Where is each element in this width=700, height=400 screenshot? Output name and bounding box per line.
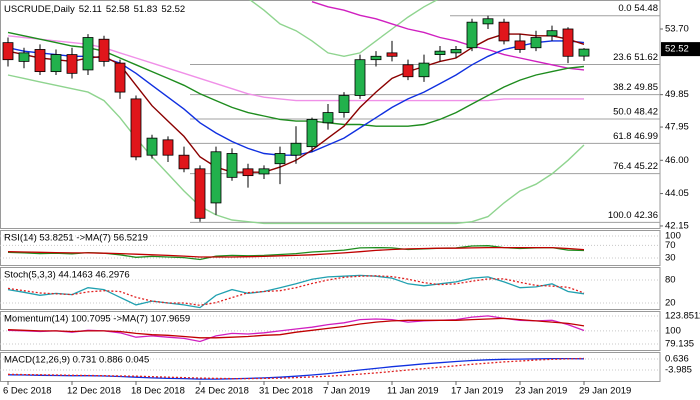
candle-body (482, 18, 494, 25)
x-tick-label: 18 Dec 2018 (131, 386, 185, 397)
indicator-label: RSI(14) 53.8251 ->MA(7) 56.5219 (4, 233, 148, 244)
indicator-line (7, 274, 585, 309)
candle-body (498, 21, 510, 42)
candle-body (402, 64, 414, 78)
candle-body (466, 21, 478, 49)
indicator-tick-label: -3.985 (665, 365, 692, 376)
candle-body (338, 95, 350, 113)
candle-body (82, 37, 94, 71)
indicator-panel-frame (0, 267, 661, 310)
x-tick-label: 29 Jan 2019 (579, 386, 631, 397)
x-tick-label: 11 Jan 2019 (387, 386, 439, 397)
candle-body (434, 50, 446, 55)
main-panel-frame (0, 0, 661, 229)
y-tick-label: 44.05 (665, 188, 689, 199)
indicator-line (7, 74, 585, 225)
last-low: 51.83 (134, 4, 158, 15)
indicator-tick-label: 79.135 (665, 338, 694, 349)
candle-body (242, 168, 254, 177)
candle-body (66, 54, 78, 74)
candle-body (194, 168, 206, 219)
x-tick-label: 23 Jan 2019 (515, 386, 567, 397)
candle-body (514, 40, 526, 50)
fib-level-label: 76.4 45.22 (613, 161, 658, 172)
x-tick-label: 6 Dec 2018 (3, 386, 52, 397)
candle-body (578, 48, 590, 57)
indicator-label: Stoch(5,3,3) 44.1463 46.2976 (4, 270, 130, 281)
candle-body (210, 151, 222, 204)
candle-body (34, 49, 46, 73)
indicator-line (7, 275, 585, 306)
y-tick-label: 53.70 (665, 24, 689, 35)
indicator-line (311, 1, 585, 71)
y-tick-label: 42.15 (665, 220, 689, 231)
candle-body (354, 59, 366, 96)
last-open: 52.11 (79, 4, 102, 15)
candle-body (546, 30, 558, 37)
candle-body (386, 52, 398, 57)
indicator-label: Momentum(14) 100.7095 ->MA(7) 107.9659 (4, 314, 190, 325)
chart-title: USCRUDE,Daily 52.11 52.58 51.83 52.52 (4, 4, 185, 15)
indicator-line (7, 246, 585, 258)
candle-body (322, 112, 334, 124)
indicator-tick-label: 0.636 (665, 354, 689, 365)
candle-body (114, 62, 126, 93)
candle-body (18, 52, 30, 62)
last-close: 52.52 (161, 4, 185, 15)
candle-body (306, 118, 318, 148)
indicator-line (7, 317, 585, 339)
indicator-label: MACD(12,26,9) 0.731 0.886 0.045 (4, 355, 149, 366)
x-tick-label: 17 Jan 2019 (451, 386, 503, 397)
fib-level-label: 100.0 42.36 (608, 210, 658, 221)
y-tick-label: 49.85 (665, 89, 689, 100)
candle-body (2, 42, 14, 61)
fib-level-label: 0.0 54.48 (618, 3, 658, 14)
candle-body (130, 98, 142, 158)
candle-body (226, 153, 238, 178)
indicator-tick-label: 100 (665, 230, 681, 241)
fib-level-label: 38.2 49.85 (613, 82, 658, 93)
indicator-tick-label: 20 (665, 298, 676, 309)
chart-title-name: USCRUDE,Daily (4, 4, 75, 15)
y-tick-label: 46.00 (665, 155, 689, 166)
main-plot (2, 0, 660, 225)
candle-body (178, 154, 190, 170)
indicator-tick-label: 30 (665, 252, 676, 263)
candle-body (370, 55, 382, 61)
candle-body (450, 49, 462, 54)
indicator-panel-frame (0, 230, 661, 266)
x-tick-label: 31 Dec 2018 (259, 386, 313, 397)
fib-level-label: 61.8 46.99 (613, 131, 658, 142)
last-price-label: 52.52 (665, 44, 689, 55)
x-tick-label: 7 Jan 2019 (323, 386, 370, 397)
candle-body (290, 142, 302, 156)
indicator-line (249, 0, 439, 58)
indicator-tick-label: 80 (665, 275, 676, 286)
candle-body (162, 139, 174, 156)
candle-body (98, 38, 110, 62)
indicator-line (7, 357, 585, 380)
candle-body (50, 54, 62, 73)
candle-body (274, 153, 286, 165)
candle-body (562, 28, 574, 57)
x-tick-label: 24 Dec 2018 (195, 386, 249, 397)
indicator-tick-label: 100 (665, 325, 681, 336)
candle-body (146, 137, 158, 156)
indicator-panel-frame (0, 352, 661, 382)
y-tick-label: 47.95 (665, 122, 689, 133)
fib-level-label: 50.0 48.42 (613, 107, 658, 118)
candle-body (418, 62, 430, 78)
last-high: 52.58 (106, 4, 130, 15)
last-price-box (661, 42, 700, 57)
candle-body (530, 37, 542, 49)
fib-level-label: 23.6 51.62 (613, 52, 658, 63)
x-tick-label: 12 Dec 2018 (67, 386, 121, 397)
candle-body (258, 168, 270, 175)
indicator-tick-label: 70 (665, 240, 676, 251)
